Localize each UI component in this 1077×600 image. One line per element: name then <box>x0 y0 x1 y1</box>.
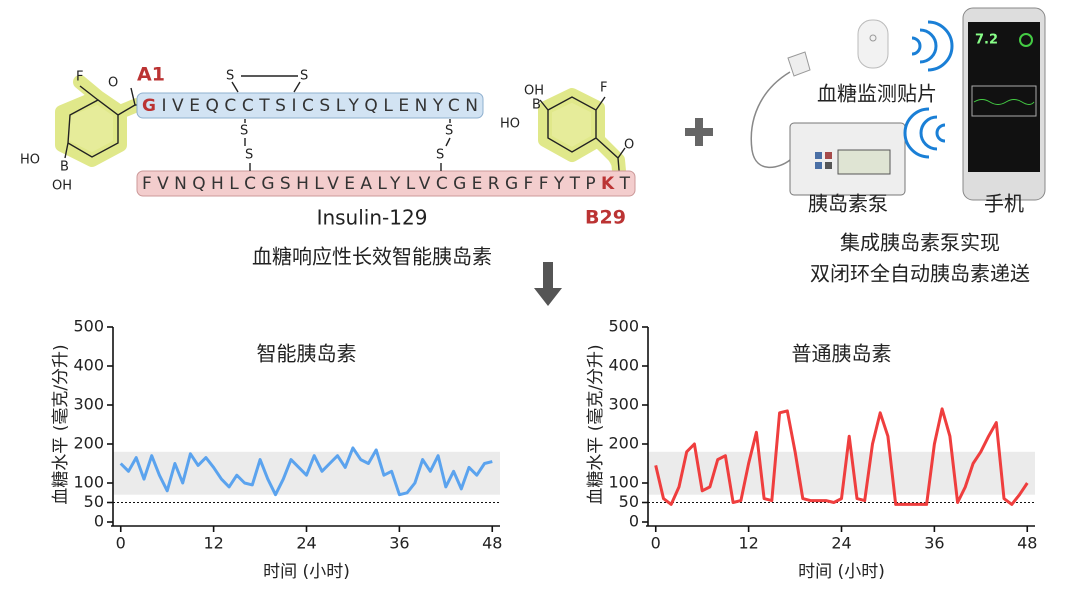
atom: S <box>300 69 308 84</box>
boronic-group-left: F O B HO OH <box>20 70 145 194</box>
x-tick-label: 12 <box>738 534 758 553</box>
x-tick-label: 0 <box>116 534 126 553</box>
atom: S <box>226 69 234 84</box>
y-tick-label: 500 <box>73 317 104 336</box>
atom: B <box>60 160 69 175</box>
y-tick-label: 100 <box>73 473 104 492</box>
x-tick-label: 24 <box>831 534 851 553</box>
label-a1: A1 <box>137 64 165 86</box>
x-axis-label: 时间 (小时) <box>263 562 350 582</box>
device-label: 手机 <box>984 192 1024 216</box>
residues: T <box>619 174 631 194</box>
x-tick-label: 36 <box>389 534 409 553</box>
y-tick-label: 200 <box>608 434 639 453</box>
b-chain: FVNQHLCGSHLVEALYLVCGERGFFYTP K T <box>142 174 631 194</box>
y-tick-label: 50 <box>84 492 104 511</box>
insulin-name: Insulin-129 <box>317 206 428 230</box>
atom: B <box>532 98 541 113</box>
a-chain-box <box>136 92 484 119</box>
y-tick-label: 0 <box>94 512 104 531</box>
x-axis-label: 时间 (小时) <box>798 562 885 582</box>
b-chain-box <box>136 170 636 197</box>
device-label: 血糖监测贴片 <box>817 82 937 106</box>
y-tick-label: 300 <box>73 395 104 414</box>
atom: S <box>245 148 253 163</box>
y-tick-label: 400 <box>73 356 104 375</box>
y-tick-label: 0 <box>629 512 639 531</box>
residue: G <box>142 96 156 116</box>
atom: F <box>600 81 607 96</box>
atom: OH <box>524 84 544 99</box>
y-tick-label: 50 <box>619 492 639 511</box>
atom: S <box>445 124 453 139</box>
y-tick-label: 100 <box>608 473 639 492</box>
x-tick-label: 24 <box>296 534 316 553</box>
data-line <box>654 407 1029 506</box>
system-desc: 双闭环全自动胰岛素递送 <box>810 262 1030 286</box>
y-axis-label: 血糖水平 (毫克/分升) <box>51 344 71 504</box>
y-tick-label: 200 <box>73 434 104 453</box>
device-label: 胰岛素泵 <box>808 192 888 216</box>
label-b29: B29 <box>585 207 626 229</box>
residue: K <box>601 174 615 194</box>
atom: O <box>108 76 118 91</box>
y-tick-label: 500 <box>608 317 639 336</box>
chart-title: 智能胰岛素 <box>257 342 357 366</box>
axis <box>111 327 500 527</box>
boronic-group-right: F O B OH HO <box>500 81 634 189</box>
arrow-down <box>534 262 562 306</box>
chart-title: 普通胰岛素 <box>792 342 892 366</box>
axis <box>646 327 1035 527</box>
y-axis-label: 血糖水平 (毫克/分升) <box>586 344 606 504</box>
x-tick-label: 48 <box>482 534 502 553</box>
residues: FVNQHLCGSHLVEALYLVCGERGFFYTP <box>142 174 596 194</box>
atom: S <box>436 148 444 163</box>
atom: OH <box>52 179 72 194</box>
data-line <box>119 446 493 497</box>
y-tick-label: 400 <box>608 356 639 375</box>
atom: F <box>76 70 83 85</box>
atom: HO <box>20 153 40 168</box>
x-tick-label: 36 <box>924 534 944 553</box>
atom: O <box>624 138 634 153</box>
x-tick-label: 0 <box>651 534 661 553</box>
atom: HO <box>500 117 520 132</box>
atom: S <box>240 124 248 139</box>
x-tick-label: 48 <box>1017 534 1037 553</box>
devices: 7.2 <box>750 7 1046 201</box>
y-tick-label: 300 <box>608 395 639 414</box>
system-desc: 集成胰岛素泵实现 <box>840 231 1000 255</box>
plus <box>685 118 713 146</box>
phone-reading: 7.2 <box>975 33 998 48</box>
x-tick-label: 12 <box>203 534 223 553</box>
insulin-desc: 血糖响应性长效智能胰岛素 <box>252 245 492 269</box>
